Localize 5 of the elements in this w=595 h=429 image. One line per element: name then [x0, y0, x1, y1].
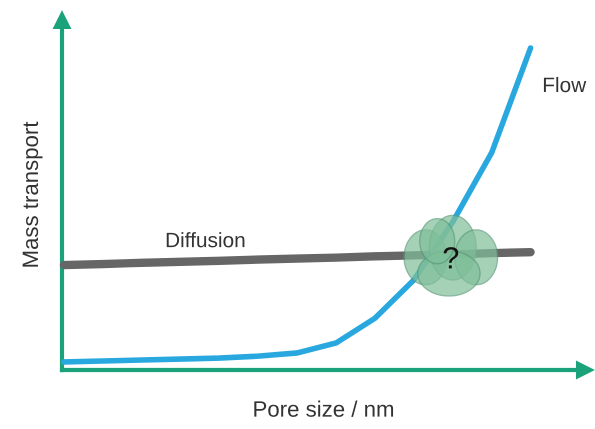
x-axis-title: Pore size / nm [254, 400, 394, 417]
series-label: Diffusion [166, 232, 244, 248]
annotation: ? [444, 247, 458, 268]
series-label: Flow [544, 76, 586, 92]
y-axis-title: Mass transport [22, 122, 43, 267]
